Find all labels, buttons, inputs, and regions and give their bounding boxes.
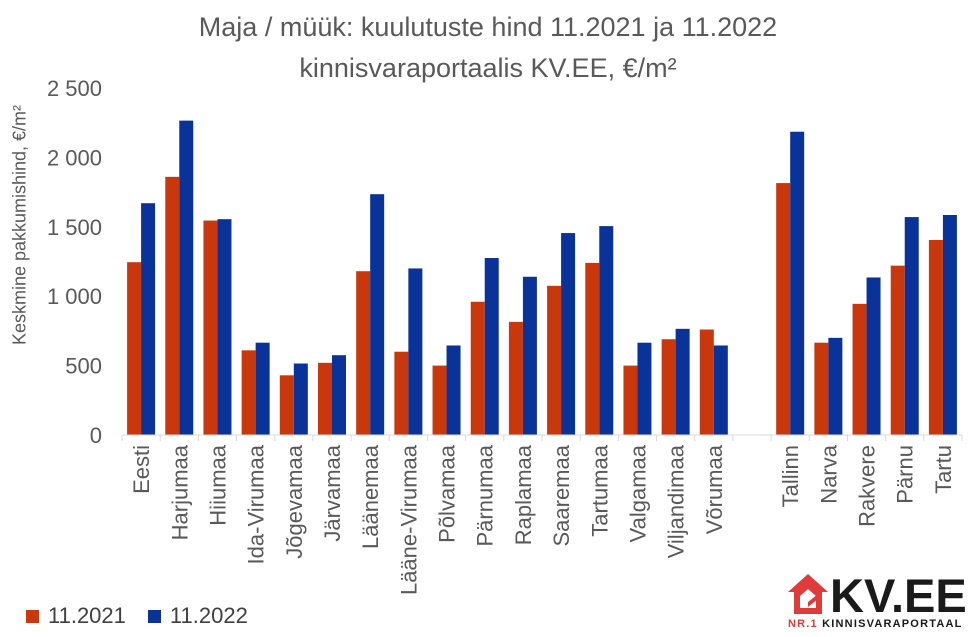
bar-11.2022-Lääne-Virumaa xyxy=(408,268,423,435)
bar-11.2021-Pärnu xyxy=(890,265,905,435)
bar-11.2022-Narva xyxy=(828,337,843,435)
bar-11.2021-Saaremaa xyxy=(547,285,562,435)
bar-11.2021-Valgamaa xyxy=(623,365,638,435)
bar-11.2021-Lääne-Virumaa xyxy=(394,351,409,435)
bar-11.2021-Harjumaa xyxy=(165,176,180,435)
bar-11.2022-Tartumaa xyxy=(599,226,614,435)
bar-11.2021-Raplamaa xyxy=(508,321,523,435)
x-tick-label: Lääne-Virumaa xyxy=(396,444,421,595)
legend-item-2021: 11.2021 xyxy=(26,603,126,629)
bar-11.2022-Põlvamaa xyxy=(446,345,461,435)
bar-11.2022-Viljandimaa xyxy=(675,328,690,435)
chart-title-line-1: Maja / müük: kuulutuste hind 11.2021 ja … xyxy=(198,12,778,42)
x-tick-label: Hiiumaa xyxy=(205,444,230,525)
x-tick-label: Võrumaa xyxy=(702,444,727,534)
x-tick-label: Põlvamaa xyxy=(435,444,460,543)
logo-text: KV.EE xyxy=(830,569,967,622)
bar-11.2022-Ida-Virumaa xyxy=(255,342,270,435)
bar-11.2022-Harjumaa xyxy=(179,120,194,436)
bar-11.2022-Järvamaa xyxy=(332,355,346,435)
legend-label-2022: 11.2022 xyxy=(169,603,248,628)
bar-11.2021-Narva xyxy=(814,342,829,435)
bar-11.2022-Pärnumaa xyxy=(484,258,499,435)
bar-11.2022-Võrumaa xyxy=(713,345,728,435)
bar-11.2022-Raplamaa xyxy=(522,276,537,435)
bar-11.2022-Jõgevamaa xyxy=(293,363,308,435)
y-tick-label: 1 500 xyxy=(47,215,102,240)
bar-11.2022-Tallinn xyxy=(790,131,805,436)
bar-11.2022-Eesti xyxy=(141,203,156,435)
chart-title-line-2: kinnisvaraportaalis KV.EE, €/m² xyxy=(299,53,677,83)
bar-11.2021-Läänemaa xyxy=(356,271,371,435)
x-tick-label: Eesti xyxy=(129,445,154,494)
x-tick-label: Valgamaa xyxy=(625,444,650,542)
bar-11.2021-Ida-Virumaa xyxy=(241,350,256,435)
y-tick-label: 2 000 xyxy=(47,145,102,170)
bar-11.2021-Järvamaa xyxy=(318,362,332,435)
bar-11.2021-Hiiumaa xyxy=(203,220,218,435)
x-tick-label: Tartu xyxy=(931,445,956,494)
bar-11.2021-Eesti xyxy=(127,262,142,435)
logo-subtitle-prefix: NR.1 xyxy=(788,618,818,630)
x-tick-label: Narva xyxy=(816,444,841,503)
bar-11.2021-Võrumaa xyxy=(699,329,714,435)
x-tick-label: Rakvere xyxy=(855,445,880,527)
y-tick-label: 0 xyxy=(90,423,102,448)
bar-11.2022-Hiiumaa xyxy=(217,219,232,435)
x-tick-label: Saaremaa xyxy=(549,444,574,546)
bar-11.2022-Valgamaa xyxy=(637,342,652,435)
bar-11.2021-Tartu xyxy=(928,239,943,435)
x-tick-label: Harjumaa xyxy=(167,444,192,540)
bar-11.2021-Tartumaa xyxy=(585,262,600,435)
x-tick-label: Järvamaa xyxy=(320,444,345,541)
bar-11.2022-Tartu xyxy=(942,215,957,435)
y-tick-label: 1 000 xyxy=(47,284,102,309)
y-tick-label: 2 500 xyxy=(47,76,102,101)
x-tick-label: Viljandimaa xyxy=(664,444,689,558)
bar-11.2021-Tallinn xyxy=(776,183,791,435)
x-tick-label: Tallinn xyxy=(778,445,803,507)
legend-swatch-2021 xyxy=(26,609,39,623)
house-logo-icon xyxy=(788,574,828,614)
bar-11.2021-Viljandimaa xyxy=(661,339,676,435)
bar-11.2022-Saaremaa xyxy=(561,233,576,435)
bar-11.2021-Rakvere xyxy=(852,303,867,435)
bar-11.2022-Läänemaa xyxy=(370,194,385,435)
x-tick-label: Raplamaa xyxy=(511,444,536,545)
x-tick-label: Jõgevamaa xyxy=(282,444,307,559)
logo-subtitle: NR.1 KINNISVARAPORTAAL xyxy=(788,618,963,630)
bar-11.2022-Rakvere xyxy=(866,277,881,435)
x-tick-label: Pärnumaa xyxy=(473,444,498,546)
x-tick-label: Ida-Virumaa xyxy=(244,444,269,564)
bar-11.2021-Põlvamaa xyxy=(432,365,447,435)
bar-11.2021-Jõgevamaa xyxy=(279,375,294,435)
bar-11.2021-Pärnumaa xyxy=(470,301,485,435)
legend-label-2021: 11.2021 xyxy=(48,603,126,628)
x-tick-label: Tartumaa xyxy=(587,444,612,536)
y-tick-label: 500 xyxy=(65,354,102,379)
legend-item-2022: 11.2022 xyxy=(147,603,248,629)
logo-subtitle-rest: KINNISVARAPORTAAL xyxy=(822,618,963,630)
x-tick-label: Läänemaa xyxy=(358,444,383,549)
x-tick-label: Pärnu xyxy=(893,445,918,504)
legend: 11.2021 11.2022 xyxy=(26,603,270,629)
legend-swatch-2022 xyxy=(147,609,161,623)
bar-11.2022-Pärnu xyxy=(904,217,919,435)
kv-ee-logo: KV.EE NR.1 KINNISVARAPORTAAL xyxy=(786,569,972,634)
